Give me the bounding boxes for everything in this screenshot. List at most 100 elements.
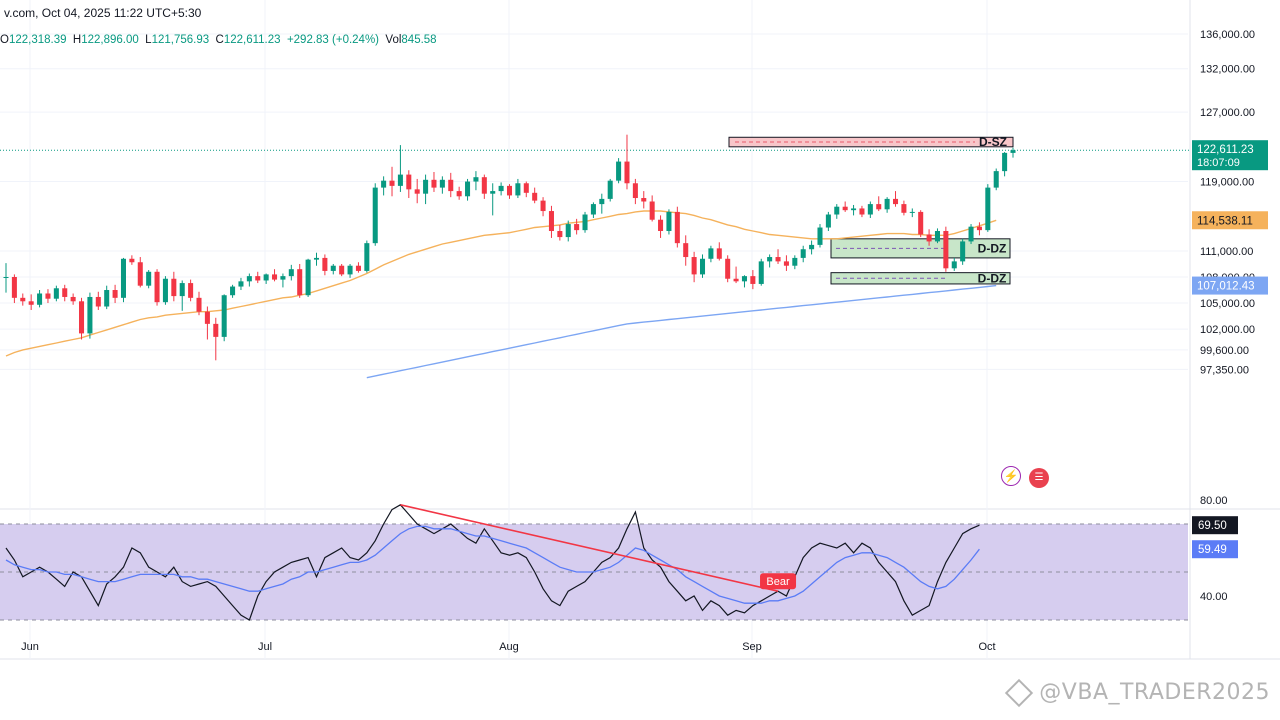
candle-body	[498, 185, 504, 192]
candle-body	[607, 180, 613, 199]
candle-body	[565, 224, 571, 238]
rsi-tick-label: 40.00	[1200, 591, 1228, 603]
candle-body	[490, 191, 496, 194]
bear-divergence-line	[400, 504, 779, 592]
candle-body	[28, 301, 34, 305]
candle-body	[347, 265, 353, 275]
candle-body	[238, 281, 244, 287]
watermark: @VBA_TRADER2025	[1005, 678, 1270, 708]
candle-body	[431, 179, 437, 188]
time-tick-label: Jul	[258, 641, 272, 653]
candle-body	[859, 208, 865, 215]
candle-body	[330, 265, 336, 271]
candle-body	[481, 177, 487, 194]
candle-body	[37, 293, 43, 305]
candle-body	[741, 276, 747, 282]
candle-body	[465, 181, 471, 197]
candle-body	[993, 171, 999, 188]
candle-body	[62, 288, 68, 297]
candle-body	[758, 261, 764, 284]
price-tick-label: 105,000.00	[1200, 298, 1255, 310]
candle-body	[11, 277, 17, 298]
candle-body	[1010, 150, 1016, 153]
candle-body	[87, 296, 93, 334]
candle-body	[146, 271, 152, 286]
candle-body	[95, 296, 101, 307]
candle-body	[532, 192, 538, 201]
candle-body	[339, 265, 345, 275]
candle-body	[213, 323, 219, 337]
chart-header-line: v.com, Oct 04, 2025 11:22 UTC+5:30	[4, 6, 202, 20]
candle-body	[179, 283, 185, 297]
candle-body	[423, 179, 429, 194]
zone-label: D-DZ	[978, 271, 1007, 285]
candle-body	[691, 257, 697, 275]
candle-body	[154, 271, 160, 303]
candle-body	[70, 296, 76, 302]
candle-body	[45, 293, 51, 299]
candle-body	[574, 224, 580, 231]
candle-body	[926, 234, 932, 242]
candle-body	[162, 278, 168, 303]
time-tick-label: Aug	[499, 641, 519, 653]
high-label: H	[72, 34, 82, 46]
close-value: 122,611.23	[223, 34, 281, 46]
ema-short-label: 114,538.11	[1197, 215, 1253, 227]
candle-body	[448, 179, 454, 192]
price-tick-label: 119,000.00	[1200, 177, 1254, 189]
candle-body	[473, 177, 479, 182]
candle-body	[674, 211, 680, 244]
candle-body	[590, 204, 596, 215]
candle-body	[439, 179, 445, 188]
price-tick-label: 111,000.00	[1200, 246, 1253, 258]
candle-body	[876, 204, 882, 210]
candle-body	[842, 206, 848, 211]
volume-label: Vol	[385, 34, 402, 46]
rsi-ma-line	[5, 525, 980, 604]
lightning-icon[interactable]: ⚡	[1001, 466, 1021, 486]
ema-short-label-box	[1192, 211, 1268, 230]
candle-body	[188, 283, 194, 298]
price-tick-label: 132,000.00	[1200, 64, 1255, 76]
candle-body	[985, 187, 991, 231]
change-value: +292.83 (+0.24%)	[286, 34, 380, 46]
candle-body	[112, 290, 118, 298]
candle-body	[851, 208, 857, 211]
rsi-line	[5, 504, 980, 621]
candle-body	[272, 274, 278, 280]
candle-body	[792, 257, 798, 266]
candle-body	[901, 204, 907, 213]
candle-body	[53, 288, 59, 299]
candle-body	[397, 174, 403, 186]
price-tick-label: 97,350.00	[1200, 364, 1249, 376]
candle-body	[809, 244, 815, 250]
candle-body	[716, 248, 722, 259]
candle-body	[288, 269, 294, 277]
candle-body	[1002, 152, 1008, 172]
candle-body	[934, 231, 940, 242]
candle-body	[406, 174, 412, 190]
candle-body	[775, 257, 781, 262]
us-flag-icon[interactable]: ☰	[1029, 468, 1049, 488]
candle-body	[506, 185, 513, 196]
low-value: 121,756.93	[151, 34, 210, 46]
candle-body	[280, 276, 286, 280]
candle-body	[381, 180, 387, 188]
candle-body	[767, 257, 773, 262]
candle-body	[750, 276, 756, 284]
open-value: 122,318.39	[8, 34, 67, 46]
candle-body	[515, 183, 521, 196]
candle-body	[624, 161, 630, 184]
candle-body	[255, 276, 261, 281]
bear-label-box	[760, 573, 797, 590]
candle-body	[540, 200, 546, 212]
candle-body	[658, 219, 664, 232]
candle-body	[246, 276, 252, 282]
candle-body	[943, 231, 949, 269]
candle-body	[297, 269, 303, 296]
price-tick-label: 99,600.00	[1200, 345, 1249, 357]
zone-label: D-DZ	[978, 241, 1007, 255]
candle-body	[548, 211, 554, 232]
candle-body	[884, 198, 890, 210]
